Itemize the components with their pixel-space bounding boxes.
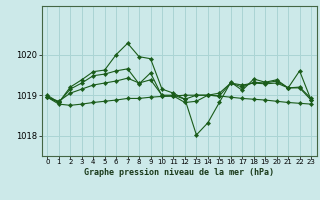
X-axis label: Graphe pression niveau de la mer (hPa): Graphe pression niveau de la mer (hPa) [84,168,274,177]
